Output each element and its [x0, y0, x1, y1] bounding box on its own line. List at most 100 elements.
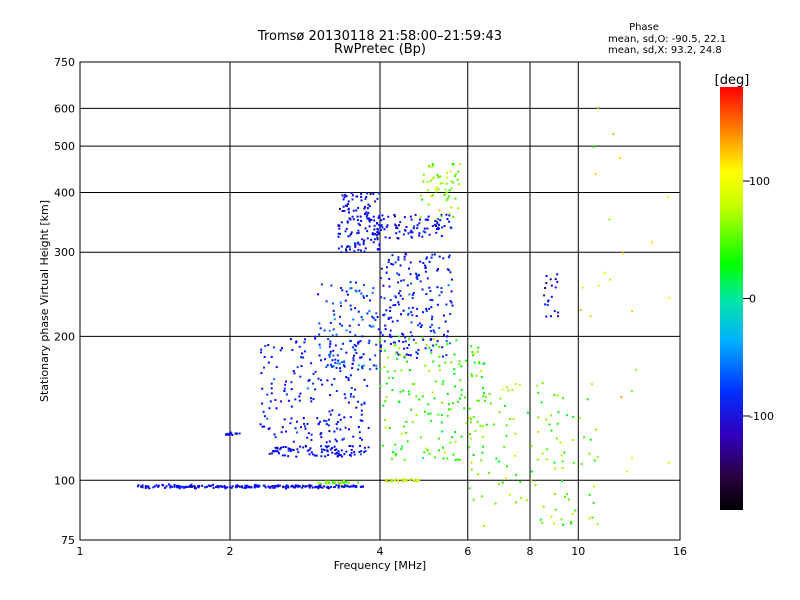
- data-point: [379, 225, 382, 228]
- data-point: [484, 400, 486, 402]
- data-point: [358, 451, 361, 453]
- data-point: [273, 450, 276, 453]
- data-point: [336, 354, 339, 357]
- data-point: [520, 496, 522, 499]
- data-point: [384, 480, 387, 483]
- data-point: [325, 480, 328, 483]
- data-point: [593, 485, 595, 488]
- data-point: [505, 424, 508, 427]
- data-point: [296, 366, 299, 369]
- data-point: [329, 340, 332, 343]
- data-point: [454, 385, 457, 388]
- data-point: [344, 299, 347, 302]
- data-point: [354, 334, 357, 337]
- data-point: [338, 227, 341, 230]
- data-point: [339, 315, 341, 318]
- data-point: [291, 484, 294, 487]
- data-point: [349, 395, 352, 398]
- data-point: [424, 364, 427, 367]
- data-point: [177, 484, 180, 487]
- data-point: [583, 436, 585, 439]
- data-point: [397, 480, 400, 483]
- data-point: [357, 310, 360, 313]
- data-point: [329, 350, 332, 353]
- data-point: [408, 307, 411, 310]
- data-point: [373, 238, 376, 241]
- data-point: [417, 348, 420, 351]
- data-point: [473, 361, 476, 364]
- data-point: [137, 484, 140, 487]
- data-point: [363, 239, 366, 242]
- data-point: [325, 423, 328, 426]
- data-point: [542, 505, 545, 508]
- data-point: [325, 441, 328, 444]
- data-point: [404, 340, 407, 343]
- data-point: [279, 400, 282, 403]
- data-point: [445, 335, 448, 338]
- data-point: [438, 369, 441, 372]
- data-point: [460, 389, 463, 392]
- data-point: [545, 275, 548, 277]
- data-point: [380, 348, 383, 350]
- data-point: [176, 486, 179, 489]
- data-point: [434, 223, 437, 226]
- data-point: [451, 278, 453, 281]
- data-point: [408, 293, 411, 296]
- data-point: [410, 321, 413, 324]
- data-point: [342, 342, 344, 345]
- data-point: [408, 267, 410, 270]
- data-point: [320, 445, 323, 448]
- data-point: [376, 236, 379, 239]
- data-point: [414, 478, 417, 481]
- data-point: [349, 281, 352, 284]
- data-point: [498, 460, 500, 463]
- data-point: [294, 484, 297, 487]
- data-point: [453, 368, 456, 371]
- data-point: [460, 365, 463, 368]
- data-point: [308, 486, 311, 489]
- data-point: [360, 192, 363, 195]
- data-point: [332, 365, 335, 368]
- data-point: [231, 434, 234, 436]
- data-point: [360, 315, 363, 318]
- data-point: [270, 355, 273, 358]
- data-point: [297, 451, 300, 454]
- data-point: [449, 170, 452, 173]
- data-point: [304, 427, 307, 430]
- data-point: [422, 457, 425, 459]
- data-point: [432, 360, 435, 363]
- data-point: [570, 521, 572, 524]
- data-point: [340, 449, 343, 452]
- data-point: [441, 182, 444, 184]
- y-axis-label: Stationary phase Virtual Height [km]: [38, 200, 51, 402]
- data-point: [468, 433, 471, 436]
- data-point: [423, 451, 426, 454]
- data-point: [442, 355, 444, 358]
- data-point: [475, 374, 478, 377]
- data-point: [274, 446, 277, 449]
- data-point: [157, 484, 160, 487]
- data-point: [444, 361, 447, 364]
- data-point: [436, 340, 439, 343]
- data-point: [480, 459, 483, 462]
- data-point: [285, 380, 287, 383]
- data-point: [553, 310, 556, 313]
- data-point: [431, 299, 434, 302]
- data-point: [383, 366, 386, 369]
- data-point: [557, 315, 559, 318]
- data-point: [328, 353, 331, 356]
- data-point: [440, 421, 443, 424]
- data-point: [329, 342, 332, 345]
- data-point: [362, 364, 365, 367]
- data-point: [298, 485, 301, 488]
- data-point: [144, 487, 147, 489]
- data-point: [356, 215, 359, 218]
- data-point: [346, 221, 349, 224]
- data-point: [197, 486, 200, 489]
- data-point: [310, 433, 313, 436]
- data-point: [391, 457, 393, 460]
- data-point: [320, 432, 323, 435]
- data-point: [260, 351, 262, 354]
- data-point: [357, 364, 360, 367]
- data-point: [362, 284, 365, 287]
